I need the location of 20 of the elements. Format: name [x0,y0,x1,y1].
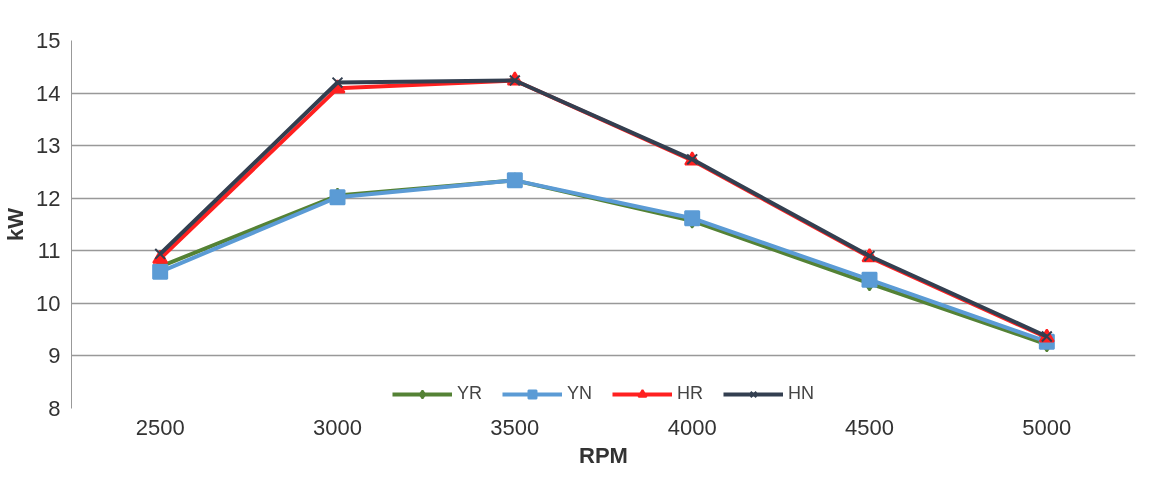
y-tick-label: 14 [36,80,61,106]
legend-label: YN [567,383,593,404]
y-tick-label: 8 [48,396,61,421]
x-tick-label: 5000 [1022,414,1072,440]
legend-label: HR [677,383,704,404]
y-tick-label: 9 [48,343,61,369]
x-tick-label: 4000 [667,414,717,440]
y-axis-title: kW [3,207,29,241]
y-tick-label: 15 [36,28,61,53]
legend-label: YR [456,383,482,404]
x-tick-label: 3000 [313,414,362,440]
legend-label: HN [788,383,815,404]
x-tick-label: 4500 [845,414,894,440]
y-tick-label: 12 [36,185,61,211]
y-tick-label: 11 [37,238,61,264]
x-tick-label: 3500 [490,414,540,440]
x-axis-title: RPM [579,442,628,468]
y-tick-label: 13 [36,133,61,159]
y-tick-label: 10 [36,290,61,316]
x-tick-label: 2500 [135,414,185,440]
